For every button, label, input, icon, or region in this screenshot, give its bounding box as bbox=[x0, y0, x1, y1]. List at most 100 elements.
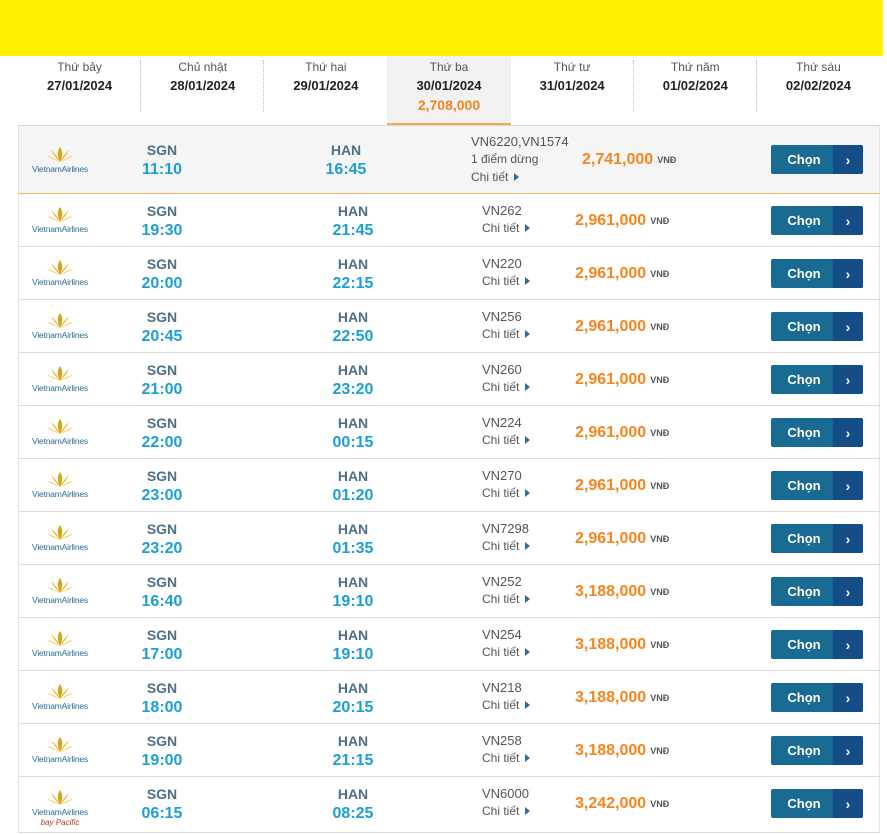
flight-row: VietnamAirlines SGN 19:30 HAN 21:45 VN262 Chi … bbox=[18, 194, 880, 247]
airline-logo: VietnamAirlines bbox=[25, 630, 95, 662]
flight-number: VN218 bbox=[482, 680, 522, 695]
arrival: HAN 23:20 bbox=[313, 353, 393, 399]
date-selector: Thứ bảy 27/01/2024 Chủ nhật 28/01/2024 Thứ h… bbox=[18, 56, 880, 126]
arrival-time: 23:20 bbox=[332, 381, 374, 398]
lotus-icon bbox=[46, 419, 74, 434]
caret-right-icon bbox=[525, 330, 531, 338]
airline-name: VietnamAirlines bbox=[32, 436, 88, 446]
caret-right-icon bbox=[525, 383, 531, 391]
destination-code: HAN bbox=[337, 786, 369, 802]
departure-time: 11:10 bbox=[141, 161, 183, 178]
date-tab[interactable]: Thứ tư 31/01/2024 bbox=[511, 56, 634, 125]
destination-code: HAN bbox=[337, 362, 369, 378]
flight-number: VN220 bbox=[482, 256, 522, 271]
date-tab[interactable]: Thứ năm 01/02/2024 bbox=[634, 56, 757, 125]
date-tab[interactable]: Chủ nhật 28/01/2024 bbox=[141, 56, 265, 125]
flight-row: VietnamAirlines SGN 16:40 HAN 19:10 VN252 Chi … bbox=[18, 565, 880, 618]
arrival: HAN 19:10 bbox=[313, 565, 393, 611]
date-tab[interactable]: Thứ ba 30/01/2024 2,708,000 bbox=[387, 56, 511, 125]
arrival: HAN 19:10 bbox=[313, 618, 393, 664]
airline-logo: VietnamAirlines bbox=[25, 524, 95, 556]
select-button[interactable]: Chọn › bbox=[771, 736, 863, 765]
caret-right-icon bbox=[525, 489, 531, 497]
price-value: 3,188,000 bbox=[575, 636, 647, 653]
date-tab[interactable]: Thứ hai 29/01/2024 bbox=[264, 56, 387, 125]
detail-link[interactable]: Chi tiết bbox=[482, 327, 531, 341]
divider bbox=[140, 60, 142, 112]
currency-label: VNĐ bbox=[650, 322, 670, 332]
flight-row: VietnamAirlines SGN 22:00 HAN 00:15 VN224 Chi … bbox=[18, 406, 880, 459]
departure-time: 18:00 bbox=[141, 699, 183, 716]
lotus-icon bbox=[46, 737, 74, 752]
currency-label: VNĐ bbox=[650, 428, 670, 438]
date-tab[interactable]: Thứ bảy 27/01/2024 bbox=[18, 56, 142, 125]
destination-code: HAN bbox=[337, 203, 369, 219]
divider bbox=[755, 60, 757, 112]
destination-code: HAN bbox=[337, 627, 369, 643]
detail-link[interactable]: Chi tiết bbox=[482, 804, 531, 818]
origin-code: SGN bbox=[146, 142, 178, 158]
departure: SGN 06:15 bbox=[122, 777, 202, 823]
select-button[interactable]: Chọn › bbox=[771, 145, 863, 174]
select-button[interactable]: Chọn › bbox=[771, 365, 863, 394]
currency-label: VNĐ bbox=[650, 216, 670, 226]
chevron-right-icon: › bbox=[833, 524, 863, 553]
select-button[interactable]: Chọn › bbox=[771, 789, 863, 818]
detail-link[interactable]: Chi tiết bbox=[482, 380, 531, 394]
airline-name: VietnamAirlines bbox=[32, 542, 88, 552]
detail-link[interactable]: Chi tiết bbox=[482, 486, 531, 500]
flight-row: VietnamAirlines SGN 21:00 HAN 23:20 VN260 Chi … bbox=[18, 353, 880, 406]
select-button[interactable]: Chọn › bbox=[771, 259, 863, 288]
destination-code: HAN bbox=[337, 521, 369, 537]
select-button[interactable]: Chọn › bbox=[771, 577, 863, 606]
date-label: 02/02/2024 bbox=[785, 78, 851, 93]
detail-label: Chi tiết bbox=[482, 486, 520, 500]
divider bbox=[632, 60, 634, 112]
fare-price: 2,961,000 VNĐ bbox=[575, 424, 669, 442]
detail-link[interactable]: Chi tiết bbox=[482, 645, 531, 659]
chevron-right-icon: › bbox=[833, 145, 863, 174]
detail-label: Chi tiết bbox=[482, 433, 520, 447]
divider bbox=[263, 60, 265, 112]
detail-link[interactable]: Chi tiết bbox=[482, 433, 531, 447]
price-value: 2,961,000 bbox=[575, 371, 647, 388]
select-button[interactable]: Chọn › bbox=[771, 630, 863, 659]
fare-price: 3,242,000 VNĐ bbox=[575, 795, 669, 813]
airline-logo: VietnamAirlines bay Pacific bbox=[25, 789, 95, 827]
fare-price: 3,188,000 VNĐ bbox=[575, 742, 669, 760]
detail-label: Chi tiết bbox=[482, 698, 520, 712]
detail-label: Chi tiết bbox=[482, 751, 520, 765]
select-label: Chọn bbox=[787, 690, 821, 705]
detail-link[interactable]: Chi tiết bbox=[482, 221, 531, 235]
select-button[interactable]: Chọn › bbox=[771, 524, 863, 553]
flight-number: VN258 bbox=[482, 733, 522, 748]
origin-code: SGN bbox=[146, 415, 178, 431]
select-button[interactable]: Chọn › bbox=[771, 418, 863, 447]
detail-link[interactable]: Chi tiết bbox=[471, 170, 520, 184]
detail-link[interactable]: Chi tiết bbox=[482, 274, 531, 288]
detail-link[interactable]: Chi tiết bbox=[482, 592, 531, 606]
day-of-week: Thứ tư bbox=[553, 60, 591, 74]
price-value: 2,741,000 bbox=[582, 151, 654, 168]
day-of-week: Thứ năm bbox=[670, 60, 720, 74]
detail-link[interactable]: Chi tiết bbox=[482, 698, 531, 712]
select-button[interactable]: Chọn › bbox=[771, 206, 863, 235]
origin-code: SGN bbox=[146, 521, 178, 537]
chevron-right-icon: › bbox=[833, 736, 863, 765]
departure: SGN 20:00 bbox=[122, 247, 202, 293]
origin-code: SGN bbox=[146, 786, 178, 802]
destination-code: HAN bbox=[337, 574, 369, 590]
departure-time: 21:00 bbox=[141, 381, 183, 398]
caret-right-icon bbox=[525, 754, 531, 762]
select-button[interactable]: Chọn › bbox=[771, 683, 863, 712]
arrival-time: 19:10 bbox=[332, 646, 374, 663]
date-tab[interactable]: Thứ sáu 02/02/2024 bbox=[757, 56, 880, 125]
select-button[interactable]: Chọn › bbox=[771, 471, 863, 500]
departure-time: 06:15 bbox=[141, 805, 183, 822]
detail-link[interactable]: Chi tiết bbox=[482, 539, 531, 553]
select-button[interactable]: Chọn › bbox=[771, 312, 863, 341]
arrival: HAN 22:50 bbox=[313, 300, 393, 346]
flight-row: VietnamAirlines bay Pacific SGN 06:15 HAN 08:… bbox=[18, 777, 880, 833]
detail-link[interactable]: Chi tiết bbox=[482, 751, 531, 765]
stops-label: 1 điểm dừng bbox=[471, 152, 539, 166]
